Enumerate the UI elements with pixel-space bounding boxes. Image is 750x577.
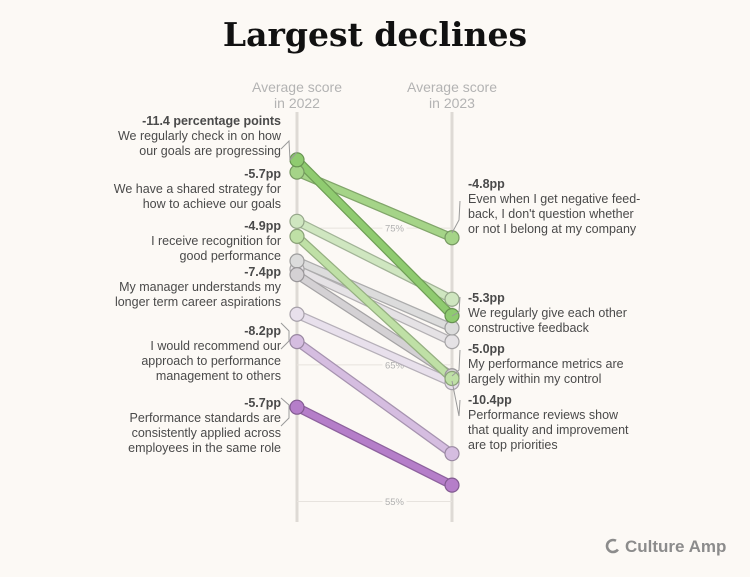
point-2022 <box>289 228 305 244</box>
question-label: how to achieve our goals <box>143 197 281 211</box>
change-value: -8.2pp <box>244 324 281 338</box>
brand-logo: Culture Amp <box>605 537 726 556</box>
series-line <box>293 233 456 382</box>
change-value: -5.7pp <box>244 167 281 181</box>
question-label: approach to performance <box>141 354 281 368</box>
brand-name: Culture Amp <box>625 537 726 556</box>
change-value: -10.4pp <box>468 393 512 407</box>
point-2022 <box>289 152 305 168</box>
point-2023 <box>444 446 460 462</box>
series-line <box>293 403 456 489</box>
series-line <box>293 156 456 319</box>
question-label: constructive feedback <box>468 321 590 335</box>
question-label: or not I belong at my company <box>468 222 637 236</box>
question-label: that quality and improvement <box>468 423 629 437</box>
culture-amp-logo-icon <box>605 538 621 554</box>
question-label: Performance reviews show <box>468 408 619 422</box>
series-line <box>293 257 456 332</box>
tick-label-background <box>382 495 407 508</box>
point-2022 <box>289 334 305 350</box>
point-2023 <box>444 370 460 387</box>
leader-line <box>280 397 290 427</box>
point-2023 <box>444 291 460 307</box>
column-header-2023: Average score <box>407 79 497 95</box>
point-2022 <box>289 306 305 322</box>
question-label: My manager understands my <box>119 280 282 294</box>
question-label: longer term career aspirations <box>115 295 281 309</box>
question-label: consistently applied across <box>132 426 281 440</box>
leader-line <box>451 380 461 417</box>
change-value: -5.0pp <box>468 342 505 356</box>
column-header-2022: in 2022 <box>274 95 320 111</box>
leader-line <box>280 322 290 350</box>
leader-line <box>451 200 461 234</box>
question-label: employees in the same role <box>128 441 281 455</box>
point-2022 <box>289 267 305 283</box>
question-label: management to others <box>156 369 281 383</box>
question-label: our goals are progressing <box>139 144 281 158</box>
point-2022 <box>289 253 305 269</box>
question-label: My performance metrics are <box>468 357 624 371</box>
column-header-2022: Average score <box>252 79 342 95</box>
question-label: are top priorities <box>468 438 558 452</box>
point-2022 <box>289 213 305 229</box>
point-2023 <box>444 230 460 246</box>
leader-line <box>280 139 298 162</box>
change-value: -5.3pp <box>468 291 505 305</box>
point-2023 <box>444 334 460 350</box>
change-value: -4.8pp <box>468 177 505 191</box>
leader-line <box>451 349 461 377</box>
question-label: We regularly give each other <box>468 306 627 320</box>
question-label: largely within my control <box>468 372 601 386</box>
change-value: -4.9pp <box>244 219 281 233</box>
question-label: We have a shared strategy for <box>114 182 281 196</box>
question-label: back, I don't question whether <box>468 207 634 221</box>
leader-line <box>451 296 461 317</box>
series-line <box>293 311 456 386</box>
question-label: Even when I get negative feed- <box>468 192 640 206</box>
question-label: good performance <box>180 249 282 263</box>
column-header-2023: in 2023 <box>429 95 475 111</box>
change-value: -5.7pp <box>244 396 281 410</box>
point-2023 <box>444 477 460 493</box>
tick-label: 55% <box>385 497 405 508</box>
change-value: -11.4 percentage points <box>142 114 281 128</box>
change-value: -7.4pp <box>244 265 281 279</box>
point-2022 <box>289 399 305 415</box>
question-label: Performance standards are <box>130 411 282 425</box>
tick-label: 65% <box>385 360 405 371</box>
question-label: I receive recognition for <box>151 234 281 248</box>
question-label: I would recommend our <box>150 339 281 353</box>
chart-title: Largest declines <box>223 15 527 54</box>
question-label: We regularly check in on how <box>118 129 282 143</box>
tick-label-background <box>382 222 407 235</box>
series-line <box>293 338 456 457</box>
tick-label: 75% <box>385 224 405 235</box>
